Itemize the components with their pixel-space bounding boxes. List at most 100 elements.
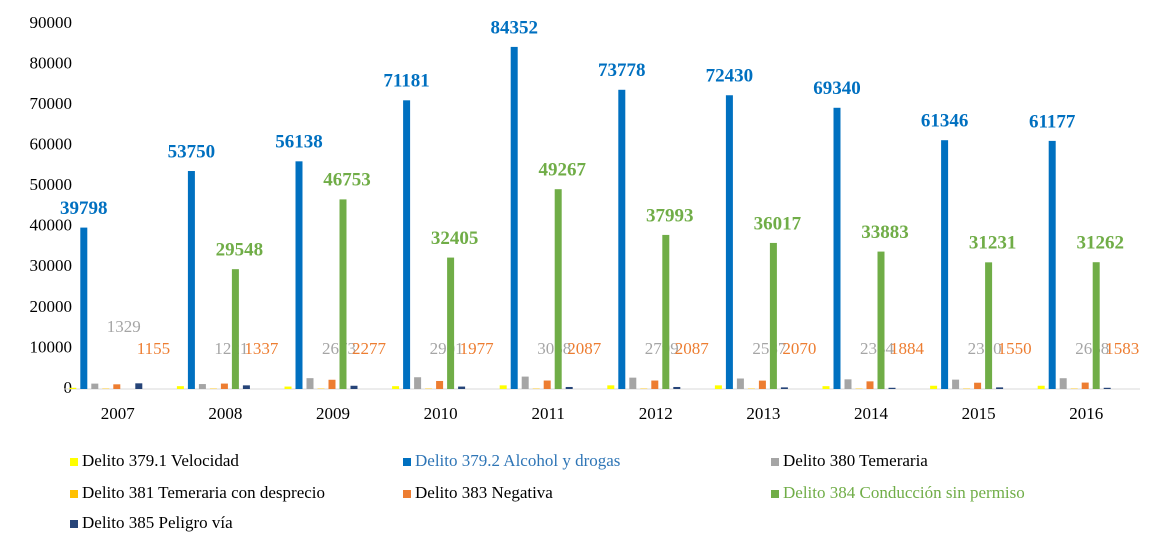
bar [521,376,529,389]
data-label: 29548 [216,240,264,261]
bar [974,382,982,389]
bar [629,377,637,389]
bar [295,161,303,389]
y-tick-label: 70000 [30,94,73,113]
bar [736,378,744,389]
bar [607,385,615,389]
data-label: 1329 [107,317,141,336]
x-tick-label: 2015 [962,404,996,423]
bar [1037,385,1045,389]
bar [328,379,336,389]
data-label: 53750 [168,141,216,162]
bar [714,385,722,389]
bar [242,385,250,389]
bar [436,380,444,389]
legend-swatch [70,520,78,528]
legend-swatch [771,458,779,466]
data-label: 2384 [860,339,895,358]
legend-label: Delito 385 Peligro vía [82,513,233,532]
data-label: 32405 [431,228,479,249]
bar [543,380,551,389]
data-label: 37993 [646,205,694,226]
bar [565,386,573,389]
y-tick-label: 0 [64,378,73,397]
bar [769,242,777,389]
data-label: 2070 [782,339,816,358]
data-label: 71181 [383,71,429,92]
bar [350,385,358,389]
legend-swatch [771,490,779,498]
bar [844,379,852,389]
y-tick-label: 60000 [30,135,73,154]
bar [198,384,206,389]
bar [662,234,670,389]
data-label: 69340 [813,78,861,99]
data-label: 56138 [275,132,323,153]
bar [414,377,422,389]
bar [952,379,960,389]
x-tick-label: 2016 [1069,404,1103,423]
bar [554,189,562,389]
legend-swatch [70,458,78,466]
bar [220,383,228,389]
y-tick-label: 40000 [30,216,73,235]
y-tick-label: 90000 [30,13,73,32]
data-label: 2799 [645,339,679,358]
data-label: 1155 [137,339,170,358]
x-tick-label: 2012 [639,404,673,423]
bar [1092,262,1100,389]
bar [651,380,659,389]
bar [1059,378,1067,389]
y-tick-label: 80000 [30,53,73,72]
data-label: 36017 [754,213,802,234]
data-label: 84352 [490,17,538,38]
bar [176,386,184,389]
data-label: 46753 [323,170,371,191]
data-label: 31231 [969,233,1017,254]
bar [403,100,411,389]
data-label: 31262 [1076,233,1124,254]
bar [618,89,626,390]
bar [80,227,88,389]
bar [231,269,239,389]
y-tick-label: 20000 [30,297,73,316]
data-label: 2087 [567,339,602,358]
bar [877,251,885,389]
legend-label: Delito 384 Conducción sin permiso [783,483,1025,502]
data-label: 2087 [675,339,710,358]
data-label: 2310 [968,339,1002,358]
bar [135,383,143,389]
bar [833,107,841,389]
bar [996,387,1004,389]
x-tick-label: 2010 [424,404,458,423]
data-label: 61177 [1029,111,1076,132]
bar [985,262,993,389]
bar [499,385,507,389]
bar [930,385,938,389]
bar [866,381,874,389]
data-label: 1884 [890,339,925,358]
x-tick-label: 2011 [532,404,565,423]
bar [1048,140,1056,389]
data-label: 2658 [1075,339,1109,358]
legend-label: Delito 379.2 Alcohol y drogas [415,451,620,470]
data-label: 1583 [1105,339,1139,358]
data-label: 1550 [998,339,1032,358]
data-label: 61346 [921,111,969,132]
legend-label: Delito 383 Negativa [415,483,553,502]
x-tick-label: 2014 [854,404,889,423]
bar [758,380,766,389]
legend-label: Delito 380 Temeraria [783,451,928,470]
bar [113,384,121,389]
bar [822,386,830,389]
data-label: 1337 [244,339,279,358]
bar [888,387,896,389]
data-label: 3058 [537,339,571,358]
legend-swatch [403,458,411,466]
bar [91,383,99,389]
bar [780,387,788,389]
bar [392,386,400,389]
y-tick-label: 30000 [30,256,73,275]
x-tick-label: 2007 [101,404,136,423]
